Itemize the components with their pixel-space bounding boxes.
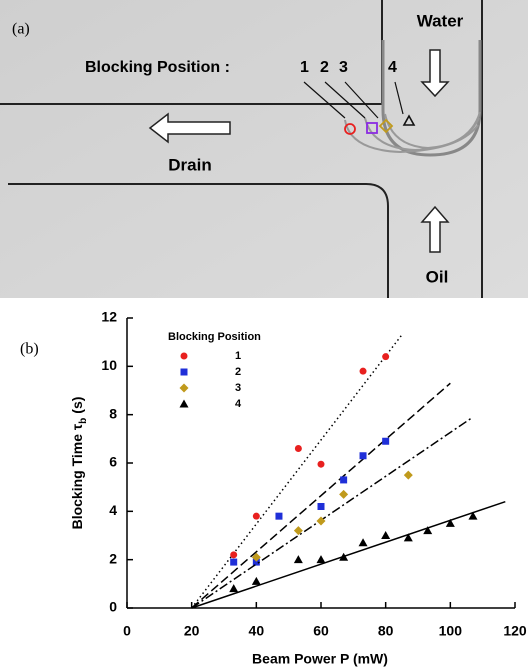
x-tick-label: 100 [439,623,463,639]
y-tick-label: 6 [109,454,117,470]
y-axis-label: Blocking Time τb (s) [69,397,89,530]
point [275,512,283,520]
droplet-interface [344,119,479,154]
point [317,503,325,510]
fit-line [191,334,403,609]
y-axis-label-sub: b [78,418,89,424]
y-tick-label: 0 [109,599,117,615]
x-tick-label: 40 [249,623,265,639]
point [252,558,260,566]
legend-label: 3 [235,382,241,394]
legend-title: Blocking Position [168,331,261,343]
x-tick-label: 20 [184,623,200,639]
point [294,445,302,452]
point [251,576,261,585]
panel-label: (a) [12,21,30,38]
point [251,552,261,562]
position-number: 1 [300,59,309,76]
point [339,489,349,499]
y-tick-label: 10 [101,357,117,373]
point [382,437,390,445]
fit-line [191,382,451,609]
point [230,558,238,566]
legend-label: 4 [235,398,242,410]
label: Blocking Position : [85,59,230,76]
droplet-interface [384,111,481,150]
legend-label: 2 [235,366,241,378]
point [468,511,478,520]
y-tick-label: 12 [101,309,117,325]
flow-arrow [148,112,231,144]
label: Oil [426,267,449,286]
y-tick-label: 2 [109,550,117,566]
point [229,584,239,593]
point [359,367,367,375]
flow-arrow [420,49,450,98]
point [317,460,325,468]
position-marker [366,122,378,134]
point [381,531,391,539]
point [293,526,303,536]
flow-arrow [420,205,450,253]
fit-line [191,500,506,609]
point [358,538,368,547]
point [382,353,390,361]
legend-marker [179,399,189,408]
image-background [0,0,528,298]
droplet-interface [381,40,482,157]
x-tick-label: 0 [123,623,131,639]
micrograph: (a) Water Blocking Position : 1 2 3 4 Dr… [0,0,528,298]
legend-label: 1 [235,350,241,362]
position-marker [402,114,416,126]
label: Drain [168,155,211,174]
y-tick-label: 8 [109,405,117,421]
point [316,516,326,526]
position-number: 4 [388,59,397,76]
pointer-line [303,81,404,119]
y-axis-label-main: Blocking Time τ [69,423,85,529]
panel-label: (b) [20,341,39,358]
chart: (b) Beam Power P (mW) Blocking Time τb (s… [20,309,527,667]
position-number: 3 [339,59,348,76]
legend-marker [180,352,188,360]
x-tick-label: 60 [313,623,329,639]
legend-marker [179,383,189,393]
x-tick-label: 80 [378,623,394,639]
point [340,476,348,484]
position-number: 2 [320,59,329,76]
legend-marker [180,368,188,376]
x-tick-label: 120 [503,623,527,639]
point [359,452,367,460]
y-tick-label: 4 [109,502,117,518]
point [230,551,238,559]
point [252,512,260,520]
x-axis-label: Beam Power P (mW) [252,651,388,667]
position-marker [344,123,356,135]
point [445,518,455,527]
channel-wall [8,183,389,298]
fit-line [191,416,474,609]
label: Water [417,11,464,30]
point [316,555,326,564]
point [293,555,303,564]
y-axis-label-unit: (s) [69,397,85,414]
position-marker [378,118,394,134]
point [403,533,413,542]
point [423,526,433,535]
point [403,470,413,480]
point [339,552,349,561]
